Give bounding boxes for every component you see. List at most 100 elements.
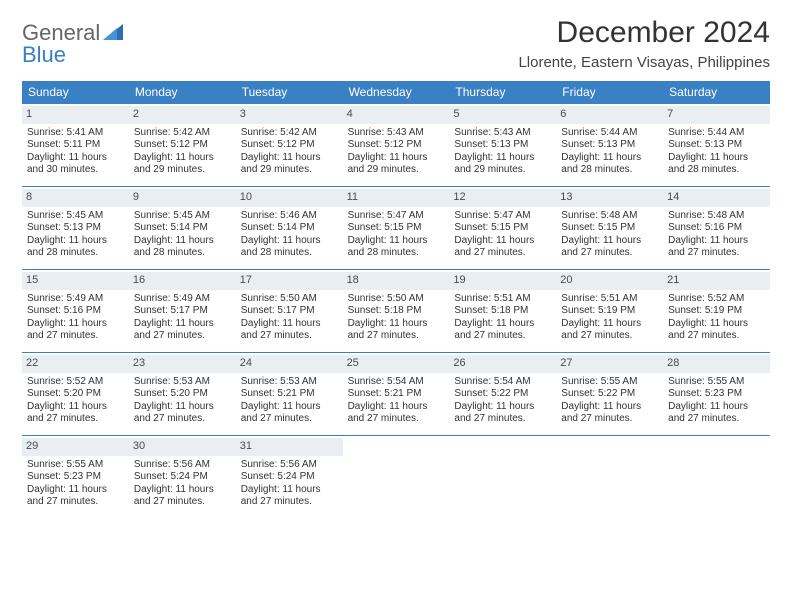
day-number: 14 — [663, 189, 770, 207]
day-cell: 23Sunrise: 5:53 AMSunset: 5:20 PMDayligh… — [129, 353, 236, 435]
weeks-container: 1Sunrise: 5:41 AMSunset: 5:11 PMDaylight… — [22, 104, 770, 518]
day1-text: Daylight: 11 hours — [561, 235, 658, 248]
day-number: 25 — [343, 355, 450, 373]
day2-text: and 27 minutes. — [561, 247, 658, 260]
sunset-text: Sunset: 5:17 PM — [241, 305, 338, 318]
sunset-text: Sunset: 5:18 PM — [348, 305, 445, 318]
sunrise-text: Sunrise: 5:53 AM — [134, 376, 231, 389]
weekday-header: Saturday — [663, 81, 770, 104]
sunrise-text: Sunrise: 5:43 AM — [454, 127, 551, 140]
day-number: 11 — [343, 189, 450, 207]
sunrise-text: Sunrise: 5:41 AM — [27, 127, 124, 140]
day2-text: and 27 minutes. — [561, 330, 658, 343]
sunset-text: Sunset: 5:23 PM — [668, 388, 765, 401]
sunrise-text: Sunrise: 5:55 AM — [668, 376, 765, 389]
sunrise-text: Sunrise: 5:55 AM — [27, 459, 124, 472]
day-cell: 24Sunrise: 5:53 AMSunset: 5:21 PMDayligh… — [236, 353, 343, 435]
weekday-header: Wednesday — [343, 81, 450, 104]
day1-text: Daylight: 11 hours — [241, 484, 338, 497]
day-cell: 6Sunrise: 5:44 AMSunset: 5:13 PMDaylight… — [556, 104, 663, 186]
day-cell: 20Sunrise: 5:51 AMSunset: 5:19 PMDayligh… — [556, 270, 663, 352]
sunrise-text: Sunrise: 5:52 AM — [27, 376, 124, 389]
sunrise-text: Sunrise: 5:49 AM — [134, 293, 231, 306]
day2-text: and 27 minutes. — [27, 330, 124, 343]
day1-text: Daylight: 11 hours — [241, 235, 338, 248]
day-cell: 10Sunrise: 5:46 AMSunset: 5:14 PMDayligh… — [236, 187, 343, 269]
day1-text: Daylight: 11 hours — [27, 152, 124, 165]
sunset-text: Sunset: 5:13 PM — [454, 139, 551, 152]
sunset-text: Sunset: 5:19 PM — [668, 305, 765, 318]
day2-text: and 27 minutes. — [454, 247, 551, 260]
day2-text: and 28 minutes. — [27, 247, 124, 260]
logo-sail-icon — [103, 22, 123, 44]
day2-text: and 27 minutes. — [134, 413, 231, 426]
day-cell: 12Sunrise: 5:47 AMSunset: 5:15 PMDayligh… — [449, 187, 556, 269]
sunset-text: Sunset: 5:13 PM — [668, 139, 765, 152]
week-row: 8Sunrise: 5:45 AMSunset: 5:13 PMDaylight… — [22, 186, 770, 269]
day1-text: Daylight: 11 hours — [27, 235, 124, 248]
logo-word-blue: Blue — [22, 42, 66, 67]
week-row: 29Sunrise: 5:55 AMSunset: 5:23 PMDayligh… — [22, 435, 770, 518]
sunset-text: Sunset: 5:22 PM — [561, 388, 658, 401]
calendar-grid: Sunday Monday Tuesday Wednesday Thursday… — [22, 81, 770, 518]
sunset-text: Sunset: 5:16 PM — [668, 222, 765, 235]
location-text: Llorente, Eastern Visayas, Philippines — [518, 54, 770, 71]
day2-text: and 27 minutes. — [27, 413, 124, 426]
day-cell: 14Sunrise: 5:48 AMSunset: 5:16 PMDayligh… — [663, 187, 770, 269]
day-cell: 22Sunrise: 5:52 AMSunset: 5:20 PMDayligh… — [22, 353, 129, 435]
day2-text: and 28 minutes. — [561, 164, 658, 177]
day-number: 10 — [236, 189, 343, 207]
sunrise-text: Sunrise: 5:54 AM — [454, 376, 551, 389]
sunrise-text: Sunrise: 5:48 AM — [668, 210, 765, 223]
day-number: 20 — [556, 272, 663, 290]
day-number: 19 — [449, 272, 556, 290]
sunset-text: Sunset: 5:12 PM — [134, 139, 231, 152]
day1-text: Daylight: 11 hours — [241, 318, 338, 331]
day-cell — [343, 436, 450, 518]
day-number: 31 — [236, 438, 343, 456]
sunset-text: Sunset: 5:22 PM — [454, 388, 551, 401]
day1-text: Daylight: 11 hours — [348, 235, 445, 248]
sunrise-text: Sunrise: 5:55 AM — [561, 376, 658, 389]
day-number: 2 — [129, 106, 236, 124]
sunrise-text: Sunrise: 5:42 AM — [134, 127, 231, 140]
sunrise-text: Sunrise: 5:47 AM — [348, 210, 445, 223]
day-cell: 26Sunrise: 5:54 AMSunset: 5:22 PMDayligh… — [449, 353, 556, 435]
week-row: 1Sunrise: 5:41 AMSunset: 5:11 PMDaylight… — [22, 104, 770, 186]
sunrise-text: Sunrise: 5:43 AM — [348, 127, 445, 140]
day-cell: 21Sunrise: 5:52 AMSunset: 5:19 PMDayligh… — [663, 270, 770, 352]
weekday-header-row: Sunday Monday Tuesday Wednesday Thursday… — [22, 81, 770, 104]
day-cell: 30Sunrise: 5:56 AMSunset: 5:24 PMDayligh… — [129, 436, 236, 518]
day-cell: 9Sunrise: 5:45 AMSunset: 5:14 PMDaylight… — [129, 187, 236, 269]
sunset-text: Sunset: 5:20 PM — [27, 388, 124, 401]
sunset-text: Sunset: 5:13 PM — [561, 139, 658, 152]
day1-text: Daylight: 11 hours — [27, 484, 124, 497]
day-cell: 27Sunrise: 5:55 AMSunset: 5:22 PMDayligh… — [556, 353, 663, 435]
day-number: 8 — [22, 189, 129, 207]
day1-text: Daylight: 11 hours — [454, 152, 551, 165]
logo-text: General Blue — [22, 22, 123, 66]
sunset-text: Sunset: 5:24 PM — [134, 471, 231, 484]
day1-text: Daylight: 11 hours — [27, 318, 124, 331]
weekday-header: Thursday — [449, 81, 556, 104]
sunrise-text: Sunrise: 5:51 AM — [561, 293, 658, 306]
sunrise-text: Sunrise: 5:52 AM — [668, 293, 765, 306]
day2-text: and 29 minutes. — [241, 164, 338, 177]
day-number: 13 — [556, 189, 663, 207]
day1-text: Daylight: 11 hours — [348, 318, 445, 331]
day-cell — [449, 436, 556, 518]
day-number: 5 — [449, 106, 556, 124]
day1-text: Daylight: 11 hours — [348, 401, 445, 414]
day2-text: and 28 minutes. — [241, 247, 338, 260]
day2-text: and 30 minutes. — [27, 164, 124, 177]
day-number: 17 — [236, 272, 343, 290]
day2-text: and 28 minutes. — [668, 164, 765, 177]
sunset-text: Sunset: 5:18 PM — [454, 305, 551, 318]
sunset-text: Sunset: 5:20 PM — [134, 388, 231, 401]
day1-text: Daylight: 11 hours — [668, 152, 765, 165]
day-number: 29 — [22, 438, 129, 456]
day-number: 28 — [663, 355, 770, 373]
day2-text: and 27 minutes. — [241, 496, 338, 509]
day-cell: 18Sunrise: 5:50 AMSunset: 5:18 PMDayligh… — [343, 270, 450, 352]
day1-text: Daylight: 11 hours — [454, 401, 551, 414]
